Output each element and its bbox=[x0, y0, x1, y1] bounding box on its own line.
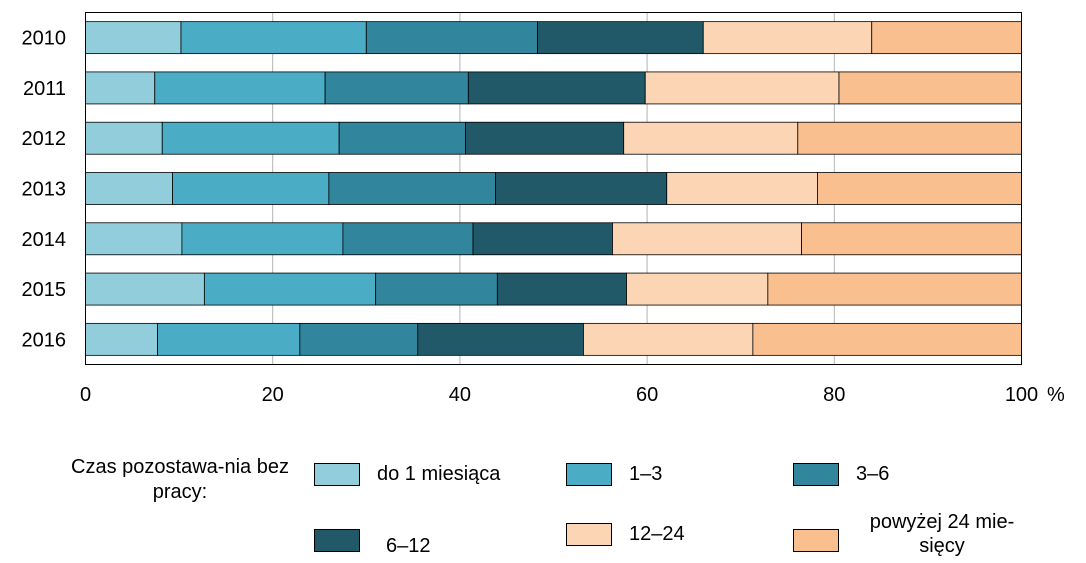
bar-segment bbox=[157, 322, 301, 356]
bar-segment bbox=[612, 222, 802, 256]
y-tick-label: 2012 bbox=[22, 128, 67, 150]
legend-swatch bbox=[793, 463, 839, 486]
bar-segment bbox=[666, 172, 818, 205]
bar-segment bbox=[537, 21, 704, 55]
bar-segment bbox=[644, 71, 840, 105]
legend-item-6-12: 6–12 bbox=[314, 523, 431, 558]
bar-segment bbox=[467, 71, 646, 105]
legend-swatch bbox=[566, 523, 612, 546]
legend-label: 6–12 bbox=[386, 535, 431, 557]
bar-segment bbox=[417, 322, 584, 356]
x-tick-label: 40 bbox=[449, 384, 471, 406]
y-tick-label: 2014 bbox=[22, 229, 67, 251]
bar-segment bbox=[495, 172, 668, 205]
bar-segment bbox=[752, 322, 1022, 356]
bar-segment bbox=[626, 272, 769, 306]
bar-segment bbox=[797, 121, 1022, 155]
bar-segment bbox=[817, 172, 1022, 205]
bar-segment bbox=[472, 222, 613, 256]
y-tick-label: 2010 bbox=[22, 28, 67, 50]
y-axis-labels: 2010 2011 2012 2013 2014 2015 2016 bbox=[22, 28, 67, 352]
x-tick-label: 80 bbox=[823, 384, 845, 406]
bar-segment bbox=[767, 272, 1022, 306]
bar-segment bbox=[85, 71, 156, 105]
x-tick-label: 100 bbox=[1005, 384, 1038, 406]
y-tick-label: 2016 bbox=[22, 329, 67, 351]
bar-segment bbox=[181, 222, 344, 256]
bar-segment bbox=[85, 222, 183, 256]
bar-segment bbox=[338, 121, 466, 155]
stacked-bar-chart: 2010 2011 2012 2013 2014 2015 2016 0 20 40 60 80 10… bbox=[22, 12, 1065, 406]
legend-item-12-24: 12–24 bbox=[566, 523, 685, 546]
bar-segment bbox=[496, 272, 627, 306]
bar-segment bbox=[324, 71, 469, 105]
bar-segment bbox=[180, 21, 367, 55]
legend-label: 12–24 bbox=[629, 523, 685, 545]
legend-label: 3–6 bbox=[856, 463, 890, 485]
bar-segment bbox=[328, 172, 496, 205]
legend-item-do-1-miesiaca: do 1 miesiąca bbox=[314, 463, 500, 486]
legend-swatch bbox=[566, 463, 612, 486]
legend-label: powyżej 24 mie-sięcy bbox=[869, 511, 1015, 557]
bar-segment bbox=[342, 222, 474, 256]
legend-label: do 1 miesiąca bbox=[377, 463, 501, 485]
bar-segment bbox=[801, 222, 1022, 256]
x-axis-labels: 0 20 40 60 80 100 bbox=[80, 384, 1038, 406]
bar-segment bbox=[365, 21, 538, 55]
legend-swatch bbox=[314, 463, 360, 486]
legend-item-1-3: 1–3 bbox=[566, 463, 662, 486]
legend-item-powyzej-24-miesiecy: powyżej 24 mie-sięcy bbox=[793, 510, 1037, 558]
legend-swatch bbox=[793, 528, 839, 552]
legend-title: Czas pozostawa-nia bez pracy: bbox=[71, 456, 289, 503]
legend-swatch bbox=[314, 529, 360, 552]
bar-segment bbox=[161, 121, 340, 155]
bar-segment bbox=[85, 272, 205, 306]
bar-segment bbox=[375, 272, 498, 306]
legend-item-3-6: 3–6 bbox=[793, 463, 889, 486]
bar-segment bbox=[702, 21, 873, 55]
bar-segment bbox=[154, 71, 326, 105]
bar-segment bbox=[203, 272, 377, 306]
bar-segment bbox=[623, 121, 799, 155]
bar-segment bbox=[299, 322, 419, 356]
bar-segment bbox=[583, 322, 754, 356]
bar-segment bbox=[465, 121, 625, 155]
bar-segment bbox=[85, 172, 173, 205]
x-tick-label: 0 bbox=[80, 384, 91, 406]
x-axis-unit: % bbox=[1047, 384, 1065, 406]
bar-segment bbox=[838, 71, 1022, 105]
legend-label: 1–3 bbox=[629, 463, 663, 485]
bar-segment bbox=[85, 21, 182, 55]
y-tick-label: 2011 bbox=[23, 78, 66, 100]
x-tick-label: 60 bbox=[636, 384, 658, 406]
bar-segment bbox=[871, 21, 1022, 55]
y-tick-label: 2015 bbox=[22, 279, 67, 301]
bars bbox=[85, 21, 1022, 356]
plot-frame bbox=[85, 12, 1022, 365]
bar-segment bbox=[172, 172, 330, 205]
bar-segment bbox=[85, 121, 163, 155]
y-tick-label: 2013 bbox=[22, 179, 67, 201]
bar-segment bbox=[85, 322, 158, 356]
x-tick-label: 20 bbox=[262, 384, 284, 406]
